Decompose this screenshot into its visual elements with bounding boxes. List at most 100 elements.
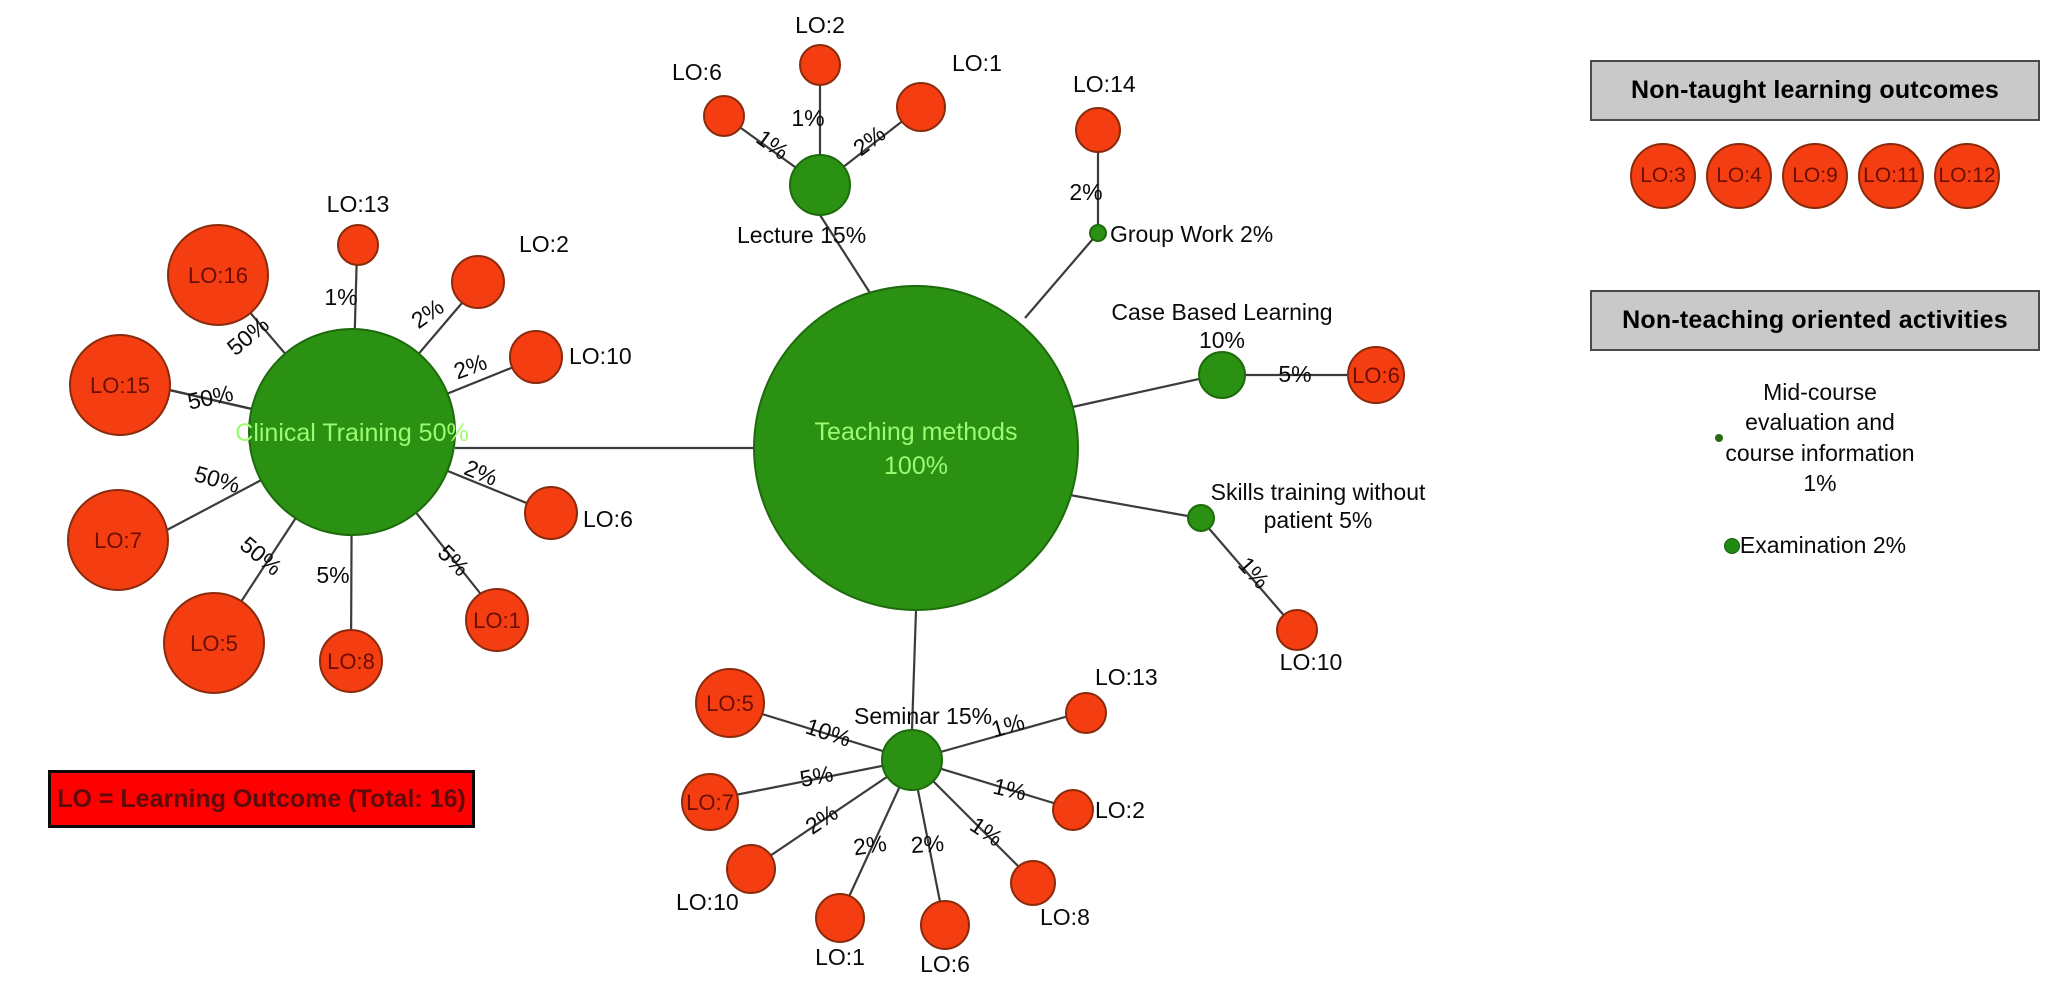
outcome-node-lo14-gw[interactable] (1075, 107, 1121, 153)
method-node-teaching[interactable] (753, 285, 1079, 611)
edge-weight-seminar-lo10: 2% (800, 799, 842, 839)
edge-weight-seminar-lo7: 5% (798, 760, 836, 792)
method-nodes-layer (248, 154, 1246, 791)
outcome-node-lo7[interactable] (67, 489, 169, 591)
edge-teaching-lecture (819, 214, 873, 297)
edge-weight-clinical-lo13: 1% (324, 284, 357, 310)
non-taught-chip[interactable]: LO:9 (1782, 143, 1848, 209)
outcome-node-lo8-sem[interactable] (1010, 860, 1056, 906)
edge-weight-cbl-lo6: 5% (1278, 361, 1311, 387)
outcome-label-lo1-lec: LO:1 (952, 50, 1002, 76)
outcome-node-lo5-sem[interactable] (695, 668, 765, 738)
outcome-nodes-layer (67, 44, 1405, 950)
edge-weight-clinical-lo6: 2% (461, 454, 502, 491)
method-node-groupwork[interactable] (1089, 224, 1107, 242)
outcome-label-lo8-sem: LO:8 (1040, 904, 1090, 930)
outcome-node-lo2-sem[interactable] (1052, 789, 1094, 831)
activity-midcourse-row: Mid-course evaluation and course informa… (1590, 377, 2040, 498)
method-node-lecture[interactable] (789, 154, 851, 216)
edge-weight-lecture-lo6: 1% (752, 124, 794, 165)
edge-weight-lecture-lo1: 2% (848, 120, 890, 161)
outcome-label-lo15: LO:15 (90, 373, 150, 398)
method-node-clinical[interactable] (248, 328, 456, 536)
edge-weight-seminar-lo6: 2% (910, 830, 945, 858)
outcome-label-lo1-ct: LO:1 (473, 608, 521, 633)
method-label-groupwork: Group Work 2% (1110, 221, 1273, 247)
outcome-node-lo1-lec[interactable] (896, 82, 946, 132)
outcome-node-lo2-ct[interactable] (451, 255, 505, 309)
outcome-node-lo16[interactable] (167, 224, 269, 326)
outcome-node-lo13-sem[interactable] (1065, 692, 1107, 734)
outcome-node-lo8-ct[interactable] (319, 629, 383, 693)
edge-teaching-seminar (910, 609, 918, 731)
activity-examination-label: Examination 2% (1739, 532, 1907, 559)
edge-weight-seminar-lo2: 1% (991, 773, 1029, 806)
non-taught-chip-row: LO:3 LO:4 LO:9 LO:11 LO:12 (1590, 143, 2040, 209)
outcome-label-lo5: LO:5 (190, 631, 238, 656)
method-label-clinical: Clinical Training 50% (235, 419, 468, 447)
method-node-cbl[interactable] (1198, 351, 1246, 399)
outcome-label-lo13-sem: LO:13 (1095, 664, 1158, 690)
method-label-cbl-line2: 10% (1199, 327, 1245, 353)
outcome-label-lo7-sem: LO:7 (686, 790, 734, 815)
outcome-node-lo13-ct[interactable] (337, 224, 379, 266)
outcome-label-lo10-sem: LO:10 (676, 889, 739, 915)
outcome-node-lo6-ct[interactable] (524, 486, 578, 540)
outcome-node-lo6-lec[interactable] (703, 95, 745, 137)
panel-non-taught-outcomes: Non-taught learning outcomes LO:3 LO:4 L… (1590, 60, 2040, 209)
outcome-label-lo6-sem: LO:6 (920, 951, 970, 977)
activity-midcourse-line1: Mid-course (1763, 379, 1877, 405)
activity-midcourse-label: Mid-course evaluation and course informa… (1725, 377, 1914, 498)
green-dot-icon (1715, 433, 1724, 442)
outcome-node-lo6-cbl[interactable] (1347, 346, 1405, 404)
outcome-label-lo2-sem: LO:2 (1095, 797, 1145, 823)
method-label-skills-line2: patient 5% (1264, 507, 1373, 533)
edge-weight-lecture-lo2: 1% (791, 105, 824, 131)
method-label-teaching-line2: 100% (884, 452, 948, 480)
method-label-teaching-line1: Teaching methods (815, 418, 1018, 446)
outcome-node-lo5[interactable] (163, 592, 265, 694)
outcome-node-lo10-ct[interactable] (509, 330, 563, 384)
lo-legend-box: LO = Learning Outcome (Total: 16) (48, 770, 475, 828)
green-dot-icon (1723, 537, 1740, 554)
outcome-node-lo10-sem[interactable] (726, 844, 776, 894)
edge-weight-seminar-lo8: 1% (965, 811, 1007, 851)
edge-seminar-lo7 (714, 758, 913, 801)
activity-midcourse-line2: evaluation and (1745, 409, 1895, 436)
outcome-node-lo10-skills[interactable] (1276, 609, 1318, 651)
edge-teaching-cbl (1067, 373, 1218, 410)
outcome-node-lo2-lec[interactable] (799, 44, 841, 86)
edge-weight-clinical-lo1: 5% (433, 539, 475, 581)
outcome-node-lo1-ct[interactable] (465, 588, 529, 652)
edge-teaching-groupwork (1024, 232, 1099, 319)
outcome-node-lo7-sem[interactable] (681, 773, 739, 831)
edge-weight-seminar-lo13: 1% (988, 708, 1027, 742)
method-label-lecture: Lecture 15% (737, 222, 866, 248)
outcome-label-lo6-ct: LO:6 (583, 506, 633, 532)
non-taught-chip[interactable]: LO:4 (1706, 143, 1772, 209)
outcome-label-lo14-gw: LO:14 (1073, 71, 1136, 97)
non-taught-chip[interactable]: LO:3 (1630, 143, 1696, 209)
panel-non-teaching-title: Non-teaching oriented activities (1590, 290, 2040, 351)
outcome-label-lo13-ct: LO:13 (327, 191, 390, 217)
outcome-node-lo15[interactable] (69, 334, 171, 436)
edge-skills-lo10 (1205, 524, 1294, 627)
lo-legend-text: LO = Learning Outcome (Total: 16) (57, 784, 466, 813)
edge-weight-clinical-lo8: 5% (316, 562, 349, 588)
edge-weight-groupwork-lo14: 2% (1069, 179, 1102, 205)
edge-weight-clinical-lo7: 50% (191, 460, 242, 498)
method-labels-layer: Teaching methods 100% Clinical Training … (235, 221, 1426, 729)
non-taught-chip[interactable]: LO:12 (1934, 143, 2000, 209)
panel-non-teaching-activities: Non-teaching oriented activities Mid-cou… (1590, 290, 2040, 559)
outcome-label-lo6-lec: LO:6 (672, 59, 722, 85)
method-node-skills[interactable] (1187, 504, 1215, 532)
method-node-seminar[interactable] (881, 729, 943, 791)
outcome-node-lo6-sem[interactable] (920, 900, 970, 950)
non-taught-chip[interactable]: LO:11 (1858, 143, 1924, 209)
method-label-seminar: Seminar 15% (854, 703, 992, 729)
outcome-node-lo1-sem[interactable] (815, 893, 865, 943)
edge-weight-clinical-lo15: 50% (185, 380, 235, 415)
edge-seminar-lo10 (754, 759, 913, 867)
